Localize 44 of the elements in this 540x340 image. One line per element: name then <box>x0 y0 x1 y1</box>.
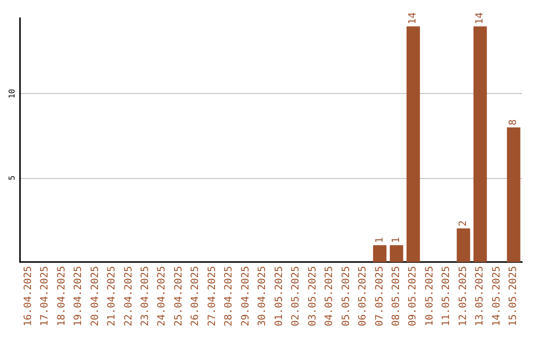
y-tick-label: 10 <box>8 88 16 99</box>
x-tick-label: 25.04.2025 <box>173 266 184 326</box>
x-tick-label: 28.04.2025 <box>224 266 235 326</box>
data-label: 14 <box>408 12 419 24</box>
bar <box>373 245 386 262</box>
x-tick-label: 15.05.2025 <box>508 266 520 326</box>
x-tick-label: 11.05.2025 <box>441 266 452 326</box>
data-label: 1 <box>374 237 386 244</box>
bar <box>506 127 520 262</box>
x-tick-label: 08.05.2025 <box>391 266 402 326</box>
x-tick-label: 02.05.2025 <box>290 266 302 326</box>
data-label: 1 <box>391 237 402 244</box>
x-tick-label: 22.04.2025 <box>123 266 134 326</box>
x-tick-label: 18.04.2025 <box>56 266 68 326</box>
x-tick-label: 30.04.2025 <box>257 266 268 326</box>
x-tick-label: 20.04.2025 <box>90 266 101 326</box>
bar <box>456 228 470 262</box>
x-tick-label: 05.05.2025 <box>340 266 352 326</box>
x-tick-label: 27.04.2025 <box>206 266 218 326</box>
x-tick-label: 01.05.2025 <box>274 266 285 326</box>
bar <box>390 245 404 262</box>
x-tick-label: 04.05.2025 <box>324 266 336 326</box>
x-tick-label: 29.04.2025 <box>240 266 252 326</box>
bar <box>406 26 420 262</box>
x-tick-label: 03.05.2025 <box>307 266 318 326</box>
x-tick-label: 26.04.2025 <box>190 266 202 326</box>
x-tick-label: 09.05.2025 <box>408 266 419 326</box>
x-tick-label: 14.05.2025 <box>491 266 502 326</box>
data-label: 14 <box>474 12 486 24</box>
x-tick-label: 24.04.2025 <box>156 266 168 326</box>
x-tick-label: 17.04.2025 <box>40 266 51 326</box>
x-tick-label: 19.04.2025 <box>73 266 84 326</box>
x-tick-label: 16.04.2025 <box>22 266 34 326</box>
data-label: 2 <box>458 220 469 226</box>
x-tick-label: 07.05.2025 <box>374 266 386 326</box>
bar <box>473 26 487 262</box>
x-tick-label: 06.05.2025 <box>358 266 369 326</box>
y-tick-label: 5 <box>8 175 16 180</box>
x-tick-label: 21.04.2025 <box>106 266 118 326</box>
x-tick-label: 23.04.2025 <box>140 266 151 326</box>
data-label: 8 <box>508 119 520 126</box>
x-tick-label: 10.05.2025 <box>424 266 436 326</box>
x-tick-label: 13.05.2025 <box>474 266 486 326</box>
x-tick-label: 12.05.2025 <box>458 266 469 326</box>
